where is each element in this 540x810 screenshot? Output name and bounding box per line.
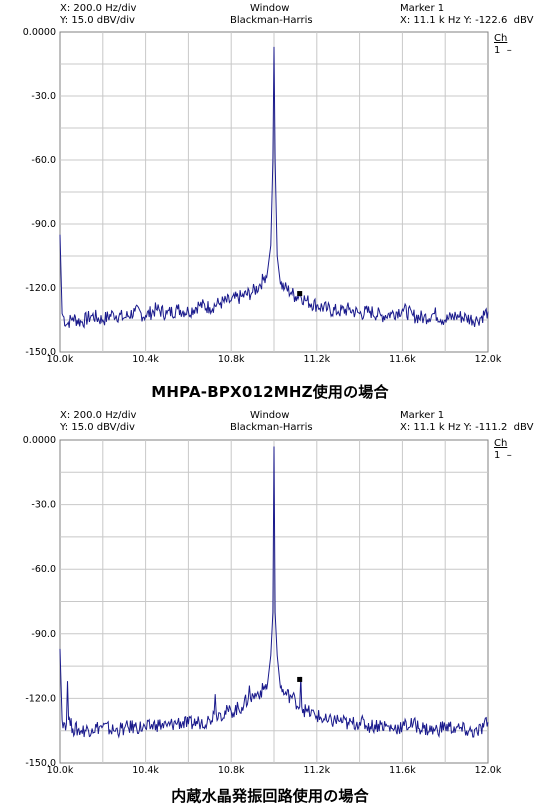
y-tick-label: -150.0 [25,347,56,358]
x-tick-label: 11.2k [303,765,330,776]
x-scale-label: X: 200.0 Hz/div [60,410,137,421]
chart-panel-1: X: 200.0 Hz/div Y: 15.0 dBV/div Window B… [23,3,534,401]
channel-label: Ch [494,33,508,44]
channel-label: Ch [494,438,508,449]
marker-point [297,291,303,297]
window-label: Window [250,410,290,421]
channel-value: 1 – [494,450,512,461]
x-tick-label: 11.2k [303,354,330,365]
y-tick-label: -120.0 [25,693,56,704]
window-type-label: Blackman-Harris [230,422,313,433]
spectrum-series-line [59,446,489,739]
x-tick-label: 10.4k [132,765,159,776]
window-label: Window [250,3,290,14]
channel-value: 1 – [494,45,512,56]
chart-caption-1: MHPA-BPX012MHZ使用の場合 [151,383,389,401]
x-tick-label: 11.6k [389,354,416,365]
spectrum-plot-2: 0.0000 -30.0 -60.0 -90.0 -120.0 -150.010.0k 10… [23,435,502,776]
spectrum-series-line [59,46,489,329]
marker-label: Marker 1 [400,410,445,421]
marker-point [297,676,303,682]
marker-readout: X: 11.1 k Hz Y: -111.2 dBV [400,422,534,433]
y-tick-label: -60.0 [31,564,56,575]
y-tick-label: -90.0 [31,629,56,640]
y-scale-label: Y: 15.0 dBV/div [60,15,135,26]
y-tick-label: 0.0000 [23,27,56,38]
x-tick-label: 10.4k [132,354,159,365]
y-tick-label: -60.0 [31,155,56,166]
x-tick-label: 10.0k [47,354,74,365]
x-tick-label: 10.8k [218,765,245,776]
window-type-label: Blackman-Harris [230,15,313,26]
chart-panel-2: X: 200.0 Hz/div Y: 15.0 dBV/div Window B… [0,405,540,810]
x-tick-label: 12.0k [475,354,502,365]
y-tick-label: 0.0000 [23,435,56,446]
marker-label: Marker 1 [400,3,445,14]
marker-readout: X: 11.1 k Hz Y: -122.6 dBV [400,15,534,26]
y-tick-label: -150.0 [25,758,56,769]
x-scale-label: X: 200.0 Hz/div [60,3,137,14]
y-tick-label: -30.0 [31,91,56,102]
x-tick-label: 12.0k [475,765,502,776]
y-scale-label: Y: 15.0 dBV/div [60,422,135,433]
y-tick-label: -30.0 [31,500,56,511]
x-tick-label: 11.6k [389,765,416,776]
spectrum-plot-1: 0.0000 -30.0 -60.0 -90.0 -120.0 -150.010.0k 10… [23,27,502,365]
chart-caption-2: 内蔵水晶発振回路使用の場合 [171,787,369,805]
y-tick-label: -120.0 [25,283,56,294]
y-tick-label: -90.0 [31,219,56,230]
x-tick-label: 10.0k [47,765,74,776]
x-tick-label: 10.8k [218,354,245,365]
